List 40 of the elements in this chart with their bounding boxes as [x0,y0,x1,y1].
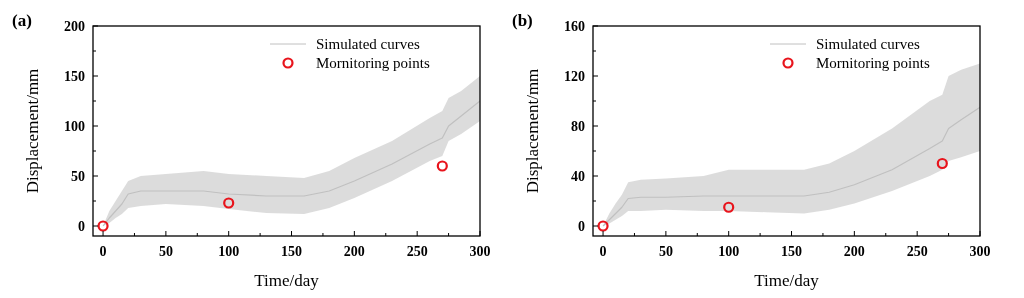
x-tick-label: 200 [843,244,865,259]
y-tick-label: 80 [571,119,585,134]
legend-label: Mornitoring points [816,55,930,71]
point [97,220,109,232]
y-tick-label: 50 [71,169,85,184]
x-tick-label: 250 [406,244,428,259]
x-tick-label: 0 [599,244,607,259]
y-tick-label: 200 [64,19,85,34]
point [436,160,448,172]
y-tick-label: 0 [578,219,585,234]
legend-label: Mornitoring points [316,55,430,71]
x-tick-label: 200 [343,244,365,259]
y-axis-title: Displacement/mm [23,68,42,194]
y-tick-label: 0 [78,219,85,234]
x-tick-label: 250 [906,244,928,259]
x-tick-label: 50 [158,244,173,259]
y-tick-label: 40 [571,169,585,184]
x-tick-label: 100 [218,244,240,259]
legend-label: Simulated curves [816,36,920,52]
point [936,157,948,170]
x-tick-label: 300 [969,244,991,259]
chart-title: (a) [12,11,32,30]
chart-title: (b) [512,11,533,30]
x-tick-label: 0 [99,244,107,259]
legend-label: Simulated curves [316,36,420,52]
point [223,197,235,209]
x-tick-label: 100 [718,244,740,259]
x-tick-label: 50 [658,244,673,259]
point [597,220,609,232]
y-tick-label: 160 [564,19,585,34]
y-tick-label: 150 [64,69,85,84]
x-tick-label: 150 [781,244,803,259]
y-tick-label: 100 [64,119,85,134]
x-tick-label: 150 [281,244,303,259]
x-axis-title: Time/day [754,271,820,290]
y-tick-label: 120 [564,69,585,84]
y-axis-title: Displacement/mm [523,68,542,194]
point [723,201,735,213]
x-tick-label: 300 [469,244,491,259]
x-axis-title: Time/day [254,271,320,290]
